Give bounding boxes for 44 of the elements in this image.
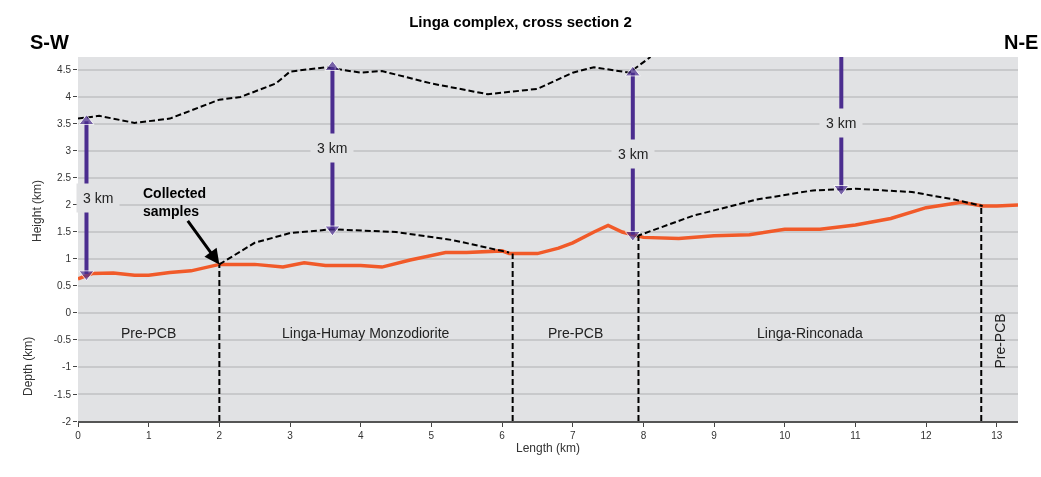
y-tick-label: 0 bbox=[65, 307, 72, 319]
annotation: Pre-PCB bbox=[121, 325, 177, 341]
series-label: 3 km bbox=[618, 146, 649, 162]
series-label: 3 km bbox=[317, 140, 348, 156]
x-tick-label: 3 bbox=[287, 429, 294, 441]
x-tick-label: 0 bbox=[75, 429, 82, 441]
text: Depth (km) bbox=[21, 336, 36, 396]
series-label: 3 km bbox=[83, 190, 114, 206]
x-tick-label: 13 bbox=[991, 429, 1003, 441]
y-tick-label: 2 bbox=[65, 199, 72, 211]
annotation: Linga-Humay Monzodiorite bbox=[282, 325, 450, 341]
x-tick-label: 10 bbox=[779, 429, 791, 441]
x-tick-label: 11 bbox=[850, 429, 862, 441]
annotation: Collected samples bbox=[143, 185, 207, 220]
y-tick-label: 2.5 bbox=[57, 172, 72, 184]
y-tick-label: -1.5 bbox=[53, 388, 72, 400]
x-tick-label: 2 bbox=[216, 429, 223, 441]
x-tick-label: 8 bbox=[640, 429, 647, 441]
annotation: Linga-Rinconada bbox=[757, 325, 864, 341]
x-axis-title: Length (km) bbox=[515, 441, 581, 456]
x-tick-label: 7 bbox=[569, 429, 576, 441]
text: N-E bbox=[1004, 31, 1039, 53]
y-tick-label: -1 bbox=[62, 361, 72, 373]
annotation: Pre-PCB bbox=[548, 325, 604, 341]
x-tick-label: 6 bbox=[499, 429, 506, 441]
y-tick-label: 3 bbox=[65, 145, 72, 157]
x-tick-label: 1 bbox=[145, 429, 152, 441]
chart-title: Linga complex, cross section 2 bbox=[409, 12, 632, 30]
x-tick-label: 5 bbox=[428, 429, 435, 441]
y-tick-label: 4 bbox=[65, 91, 72, 103]
y-tick-label: 4.5 bbox=[57, 64, 72, 76]
y-tick-label: 1 bbox=[65, 253, 72, 265]
y-axis-title: Height (km) bbox=[30, 179, 45, 242]
text: S-W bbox=[30, 31, 69, 53]
y-tick-label: 0.5 bbox=[57, 280, 72, 292]
y-tick-label: -2 bbox=[62, 415, 72, 427]
x-tick-label: 9 bbox=[711, 429, 718, 441]
y-tick-label: 1.5 bbox=[57, 226, 72, 238]
x-tick-label: 12 bbox=[920, 429, 933, 441]
y-tick-label: -0.5 bbox=[53, 334, 72, 346]
series-label: 3 km bbox=[826, 115, 857, 131]
annotation: Pre-PCB bbox=[991, 313, 1008, 369]
x-tick-label: 4 bbox=[357, 429, 364, 441]
y-tick-label: 3.5 bbox=[57, 118, 72, 130]
